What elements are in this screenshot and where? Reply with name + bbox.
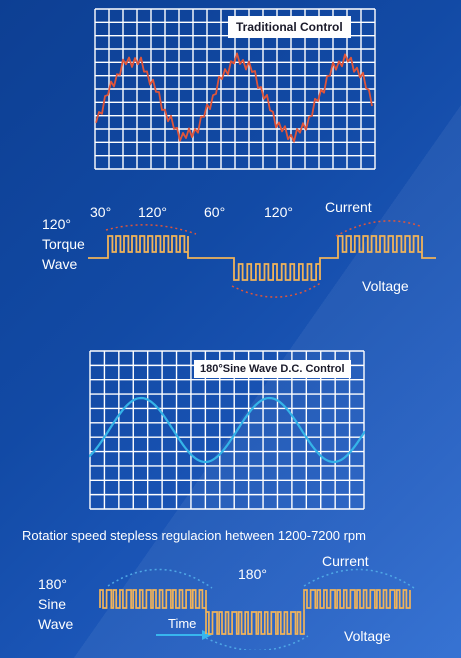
sine-pwm-waveform: [99, 568, 415, 650]
time-arrow-icon: [156, 630, 212, 640]
time-label: Time: [168, 616, 197, 631]
grid-lines: [94, 8, 376, 170]
sine-pwm-trace: [99, 589, 411, 635]
traditional-control-title: Traditional Control: [228, 16, 351, 38]
traditional-control-grid-svg: [94, 8, 376, 170]
sine-wave-label-line2: Sine: [38, 596, 67, 612]
sine-wave-label-line3: Wave: [38, 616, 74, 632]
torque-pwm-trace: [88, 235, 436, 281]
top-current-label: Current: [325, 199, 372, 215]
torque-wave-label-line2: Torque: [42, 236, 85, 252]
sine-current-trace: [89, 396, 365, 464]
top-voltage-label: Voltage: [362, 278, 409, 294]
torque-wave-label-line3: Wave: [42, 256, 78, 272]
angle-label-120-second: 120°: [264, 204, 293, 220]
traditional-current-trace: [95, 52, 373, 143]
angle-label-60: 60°: [204, 204, 226, 220]
sine-wave-label-line1: 180°: [38, 576, 67, 592]
sine-envelope-dotted: [107, 568, 213, 589]
torque-pwm-waveform: [88, 220, 436, 298]
sine-control-title: 180°Sine Wave D.C. Control: [194, 360, 351, 378]
angle-label-120-first: 120°: [138, 204, 167, 220]
torque-wave-label-line1: 120°: [42, 216, 71, 232]
traditional-control-grid: [94, 8, 376, 170]
speed-caption: Rotatior speed stepless regulacion hetwe…: [22, 528, 366, 543]
bottom-voltage-label: Voltage: [344, 628, 391, 644]
torque-envelope-dotted: [231, 281, 323, 298]
torque-envelope-dotted: [335, 220, 421, 237]
torque-envelope-dotted: [105, 224, 197, 235]
bottom-angle-label-180: 180°: [238, 566, 267, 582]
angle-label-30: 30°: [90, 204, 112, 220]
bottom-current-label: Current: [322, 553, 369, 569]
sine-envelope-dotted: [303, 568, 415, 589]
sine-envelope-dotted: [205, 635, 309, 650]
